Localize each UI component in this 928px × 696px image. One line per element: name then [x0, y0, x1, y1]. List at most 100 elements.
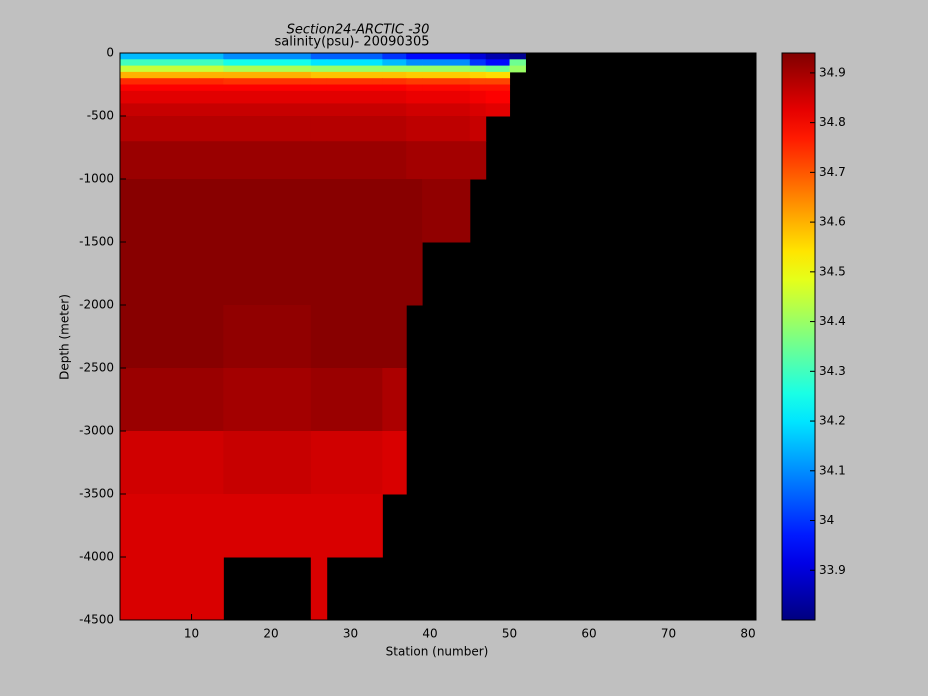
cell	[120, 71, 200, 79]
cell	[382, 431, 407, 495]
cell	[310, 179, 328, 243]
cell	[326, 494, 383, 558]
colorbar-tick-label: 34.5	[819, 264, 846, 278]
cell	[382, 116, 407, 142]
x-tick-label: 70	[661, 627, 676, 641]
cell	[326, 65, 383, 73]
cell	[120, 557, 200, 621]
cell	[120, 78, 200, 85]
cell	[326, 90, 383, 104]
cell	[469, 53, 487, 60]
cell	[326, 78, 383, 85]
cell	[223, 103, 312, 117]
cell	[422, 53, 471, 60]
cell	[199, 557, 224, 621]
cell	[326, 242, 383, 306]
cell	[326, 431, 383, 495]
cell	[310, 557, 328, 621]
cell	[509, 59, 526, 67]
cell	[422, 103, 471, 117]
cell	[382, 368, 407, 432]
colorbar-tick-label: 34.6	[819, 215, 846, 229]
cell	[382, 59, 407, 67]
cell	[223, 53, 312, 60]
cell	[382, 179, 407, 243]
cell	[310, 116, 328, 142]
cell	[406, 103, 423, 117]
colorbar-tick-label: 34.1	[819, 463, 846, 477]
y-axis-label: Depth (meter)	[58, 294, 72, 380]
cell	[223, 90, 312, 104]
y-tick-label: -3500	[79, 487, 114, 501]
cell	[326, 116, 383, 142]
cell	[223, 242, 312, 306]
y-tick-label: -4000	[79, 550, 114, 564]
cell	[120, 431, 200, 495]
cell	[382, 71, 407, 79]
cell	[326, 53, 383, 60]
x-tick-label: 10	[184, 627, 199, 641]
y-tick-label: -500	[87, 109, 114, 123]
colorbar-tick-label: 34.9	[819, 65, 846, 79]
cell	[382, 65, 407, 73]
cell	[326, 179, 383, 243]
cell	[199, 494, 224, 558]
cell	[485, 65, 511, 73]
y-tick-label: -2500	[79, 361, 114, 375]
cell	[422, 59, 471, 67]
cell	[406, 71, 423, 79]
y-tick-label: 0	[106, 46, 114, 60]
cell	[223, 84, 312, 92]
cell	[120, 53, 200, 60]
cell	[485, 59, 511, 67]
cell	[310, 59, 328, 67]
cell	[199, 103, 224, 117]
cell	[223, 141, 312, 180]
cell	[422, 179, 471, 243]
cell	[223, 78, 312, 85]
cell	[485, 53, 511, 60]
cell	[199, 179, 224, 243]
x-tick-label: 20	[263, 627, 278, 641]
y-tick-label: -4500	[79, 613, 114, 627]
cell	[310, 78, 328, 85]
cell	[310, 242, 328, 306]
cell	[310, 368, 328, 432]
cell	[469, 71, 487, 79]
cell	[382, 305, 407, 369]
colorbar-tick-label: 34.7	[819, 165, 846, 179]
cell	[406, 116, 423, 142]
cell	[120, 141, 200, 180]
cell	[120, 494, 200, 558]
cell	[469, 59, 487, 67]
cell	[406, 242, 423, 306]
cell	[485, 71, 511, 79]
y-tick-label: -2000	[79, 298, 114, 312]
cell	[120, 368, 200, 432]
cell	[199, 84, 224, 92]
cell	[199, 305, 224, 369]
chart-title: Section24-ARCTIC -30	[287, 23, 430, 38]
cell	[199, 71, 224, 79]
cell	[310, 71, 328, 79]
cell	[469, 90, 487, 104]
colorbar-tick-label: 34.2	[819, 414, 846, 428]
cell	[223, 116, 312, 142]
cell	[485, 90, 511, 104]
cell	[406, 59, 423, 67]
cell	[326, 368, 383, 432]
cell	[406, 84, 423, 92]
cell	[326, 103, 383, 117]
cell	[199, 242, 224, 306]
cell	[469, 65, 487, 73]
cell	[199, 78, 224, 85]
cell	[406, 65, 423, 73]
cell	[485, 103, 511, 117]
cell	[223, 494, 312, 558]
cell	[223, 368, 312, 432]
x-tick-label: 80	[740, 627, 755, 641]
colorbar-tick-label: 33.9	[819, 563, 846, 577]
cell	[120, 65, 200, 73]
colorbar-tick-label: 34.4	[819, 314, 846, 328]
